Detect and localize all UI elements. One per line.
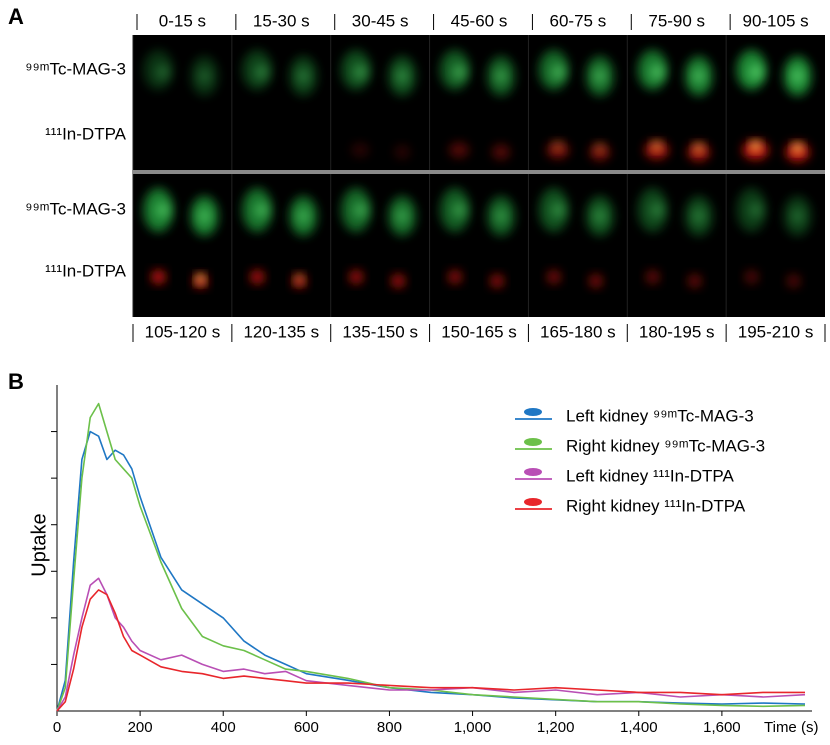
x-tick-label: 1,600	[703, 719, 741, 736]
blob	[452, 202, 466, 218]
blob	[250, 270, 265, 284]
time-label: 180-195 s	[639, 322, 715, 341]
x-axis-label: Time (s)	[764, 719, 818, 736]
blob	[550, 202, 565, 218]
blob	[297, 208, 310, 224]
legend-label: Right kidney ⁹⁹ᵐTc-MAG-3	[566, 436, 765, 455]
time-label: 0-15 s	[159, 11, 206, 30]
blob	[295, 274, 304, 284]
time-label: 135-150 s	[342, 322, 418, 341]
blob	[791, 68, 804, 84]
blob	[254, 202, 269, 218]
legend-label: Left kidney ¹¹¹In-DTPA	[566, 466, 735, 485]
y-axis-label: Uptake	[28, 513, 50, 576]
blob	[254, 64, 269, 80]
blob	[448, 270, 462, 284]
blob	[449, 142, 469, 158]
row-label: ⁹⁹ᵐTc-MAG-3	[25, 59, 126, 78]
panel-label: B	[8, 369, 24, 394]
legend-label: Left kidney ⁹⁹ᵐTc-MAG-3	[566, 406, 754, 425]
blob	[687, 274, 702, 288]
blob	[155, 202, 170, 218]
image-blobs	[143, 50, 812, 288]
blob	[452, 64, 466, 80]
legend-label: Right kidney ¹¹¹In-DTPA	[566, 496, 746, 515]
panel-label: A	[8, 4, 24, 29]
x-tick-label: 800	[377, 719, 402, 736]
blob	[750, 141, 761, 151]
legend-marker	[524, 468, 542, 476]
blob	[791, 208, 804, 224]
blob	[550, 64, 565, 80]
blob	[351, 142, 370, 158]
blob	[588, 274, 603, 288]
blob	[198, 208, 211, 224]
blob	[552, 141, 563, 151]
time-label: 165-180 s	[540, 322, 616, 341]
blob	[546, 270, 561, 284]
blob	[490, 274, 504, 288]
blob	[394, 144, 411, 160]
time-label: 105-120 s	[145, 322, 221, 341]
x-tick-label: 1,000	[454, 719, 492, 736]
time-label: 15-30 s	[253, 11, 310, 30]
row-label: ¹¹¹In-DTPA	[45, 124, 127, 143]
time-label: 90-105 s	[742, 11, 808, 30]
series-line	[56, 402, 806, 712]
blob	[651, 141, 662, 151]
blob	[196, 274, 205, 284]
time-label: 195-210 s	[738, 322, 814, 341]
row-label: ¹¹¹In-DTPA	[45, 261, 127, 280]
blob	[748, 202, 763, 218]
blob	[198, 68, 211, 84]
blob	[594, 143, 605, 153]
x-tick-label: 200	[128, 719, 153, 736]
blob	[353, 64, 368, 80]
blob	[593, 68, 606, 84]
series-line	[56, 577, 806, 712]
x-tick-label: 600	[294, 719, 319, 736]
time-label: 30-45 s	[352, 11, 409, 30]
legend-marker	[524, 498, 542, 506]
image-panel: 0-15 s 15-30 s 30-45 s 45-60 s 60-75 s 75-90 …	[25, 11, 826, 342]
blob	[649, 64, 664, 80]
blob	[649, 202, 664, 218]
time-label: 75-90 s	[648, 11, 705, 30]
blob	[645, 270, 660, 284]
blob	[495, 208, 507, 224]
series-line	[56, 589, 805, 712]
blob	[692, 68, 705, 84]
time-label: 150-165 s	[441, 322, 517, 341]
blob	[155, 64, 170, 80]
blob	[396, 208, 409, 224]
blob	[495, 68, 507, 84]
x-tick-label: 0	[53, 719, 61, 736]
legend-marker	[524, 408, 542, 416]
blob	[692, 208, 705, 224]
blob	[748, 64, 763, 80]
row-label: ⁹⁹ᵐTc-MAG-3	[25, 199, 126, 218]
image-background	[133, 35, 825, 317]
blob	[693, 143, 704, 153]
time-label: 60-75 s	[550, 11, 607, 30]
time-label: 45-60 s	[451, 11, 508, 30]
time-label: 120-135 s	[243, 322, 319, 341]
blob	[297, 68, 310, 84]
blob	[396, 68, 409, 84]
blob	[593, 208, 606, 224]
blob	[151, 270, 166, 284]
x-tick-label: 1,400	[620, 719, 658, 736]
x-tick-label: 1,200	[537, 719, 575, 736]
blob	[792, 143, 803, 153]
blob	[744, 270, 759, 284]
blob	[391, 274, 406, 288]
legend-marker	[524, 438, 542, 446]
blob	[492, 144, 510, 160]
row-divider	[133, 170, 825, 174]
x-tick-label: 400	[211, 719, 236, 736]
blob	[353, 202, 368, 218]
blob	[349, 270, 364, 284]
blob	[786, 274, 801, 288]
